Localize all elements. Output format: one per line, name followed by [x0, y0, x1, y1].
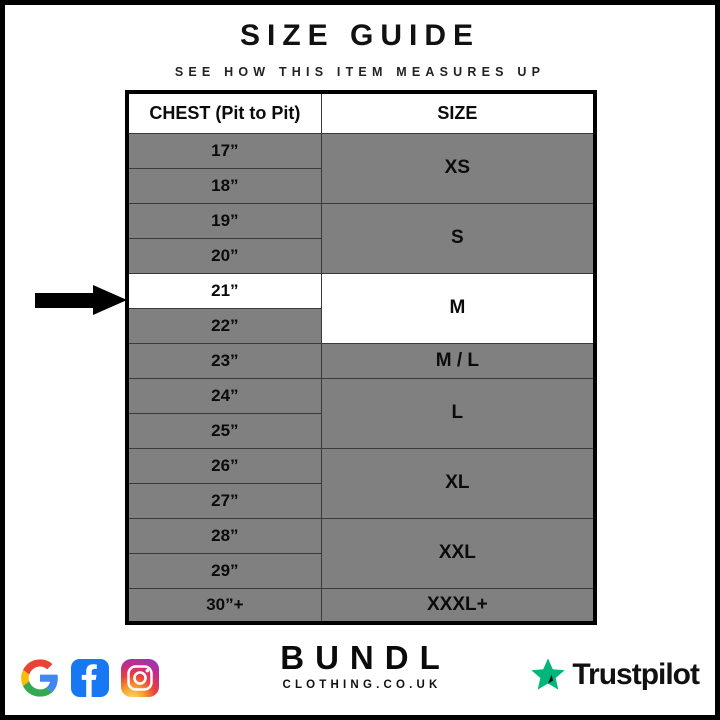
- size-cell: L: [320, 377, 596, 449]
- facebook-icon[interactable]: [71, 659, 109, 697]
- size-table-container: CHEST (Pit to Pit) SIZE 17” XS 18” 19” S 20” 2…: [125, 90, 597, 625]
- chest-cell: 25”: [126, 412, 322, 449]
- size-cell: XXXL+: [320, 587, 596, 624]
- table-body: 17” XS 18” 19” S 20” 21” M 22” 23” M / L 24” L 25” 26”…: [126, 132, 596, 624]
- table-header-row: CHEST (Pit to Pit) SIZE: [126, 91, 596, 134]
- chest-cell: 18”: [126, 167, 322, 204]
- table-row: 30”+ XXXL+: [126, 587, 596, 624]
- brand-logo: BUNDL CLOTHING.CO.UK: [5, 641, 715, 691]
- chest-cell: 17”: [126, 132, 322, 169]
- arrow-head: [93, 285, 127, 315]
- chest-cell: 19”: [126, 202, 322, 239]
- table-row: 25”: [126, 412, 595, 449]
- table-row: 19” S: [126, 202, 596, 274]
- page-title: SIZE GUIDE: [239, 19, 481, 52]
- table-row: 27”: [126, 482, 595, 519]
- chest-cell: 29”: [126, 552, 322, 589]
- chest-cell: 23”: [126, 342, 322, 379]
- size-cell: M: [320, 272, 596, 344]
- size-cell: M / L: [320, 342, 596, 379]
- chest-cell: 22”: [126, 307, 322, 344]
- column-header-size: SIZE: [320, 91, 596, 134]
- size-cell: XXL: [320, 517, 596, 589]
- chest-cell: 30”+: [126, 587, 322, 624]
- table-row: 21” M: [126, 272, 596, 344]
- page-subtitle: SEE HOW THIS ITEM MEASURES UP: [174, 65, 546, 79]
- size-cell: S: [320, 202, 596, 274]
- brand-name: BUNDL: [280, 639, 451, 676]
- table-row: 20”: [126, 237, 595, 274]
- table-row: 24” L: [126, 377, 596, 449]
- trustpilot-star-icon: [530, 657, 566, 693]
- table-row: 18”: [126, 167, 595, 204]
- table-row: 29”: [126, 552, 595, 589]
- google-icon[interactable]: [21, 659, 59, 697]
- chest-cell: 26”: [126, 447, 322, 484]
- table-row: 26” XL: [126, 447, 596, 519]
- chest-cell: 28”: [126, 517, 322, 554]
- chest-cell: 21”: [126, 272, 322, 309]
- social-links: [21, 659, 159, 697]
- arrow-shaft: [35, 293, 97, 308]
- brand-domain: CLOTHING.CO.UK: [282, 679, 442, 691]
- header: SIZE GUIDE SEE HOW THIS ITEM MEASURES UP: [5, 5, 715, 79]
- chest-cell: 27”: [126, 482, 322, 519]
- right-arrow-icon: [35, 285, 127, 315]
- table-row: 28” XXL: [126, 517, 596, 589]
- chest-cell: 24”: [126, 377, 322, 414]
- trustpilot-wordmark: Trustpilot: [572, 658, 700, 691]
- column-header-chest: CHEST (Pit to Pit): [126, 91, 322, 134]
- chest-cell: 20”: [126, 237, 322, 274]
- instagram-icon[interactable]: [121, 659, 159, 697]
- table-header: CHEST (Pit to Pit) SIZE: [126, 91, 596, 134]
- size-cell: XL: [320, 447, 596, 519]
- footer: BUNDL CLOTHING.CO.UK Trustpilot: [5, 631, 715, 709]
- size-cell: XS: [320, 132, 596, 204]
- table-row: 17” XS: [126, 132, 596, 204]
- trustpilot-badge[interactable]: Trustpilot: [530, 657, 700, 693]
- size-table: CHEST (Pit to Pit) SIZE 17” XS 18” 19” S 20” 2…: [125, 90, 597, 625]
- table-row: 23” M / L: [126, 342, 596, 379]
